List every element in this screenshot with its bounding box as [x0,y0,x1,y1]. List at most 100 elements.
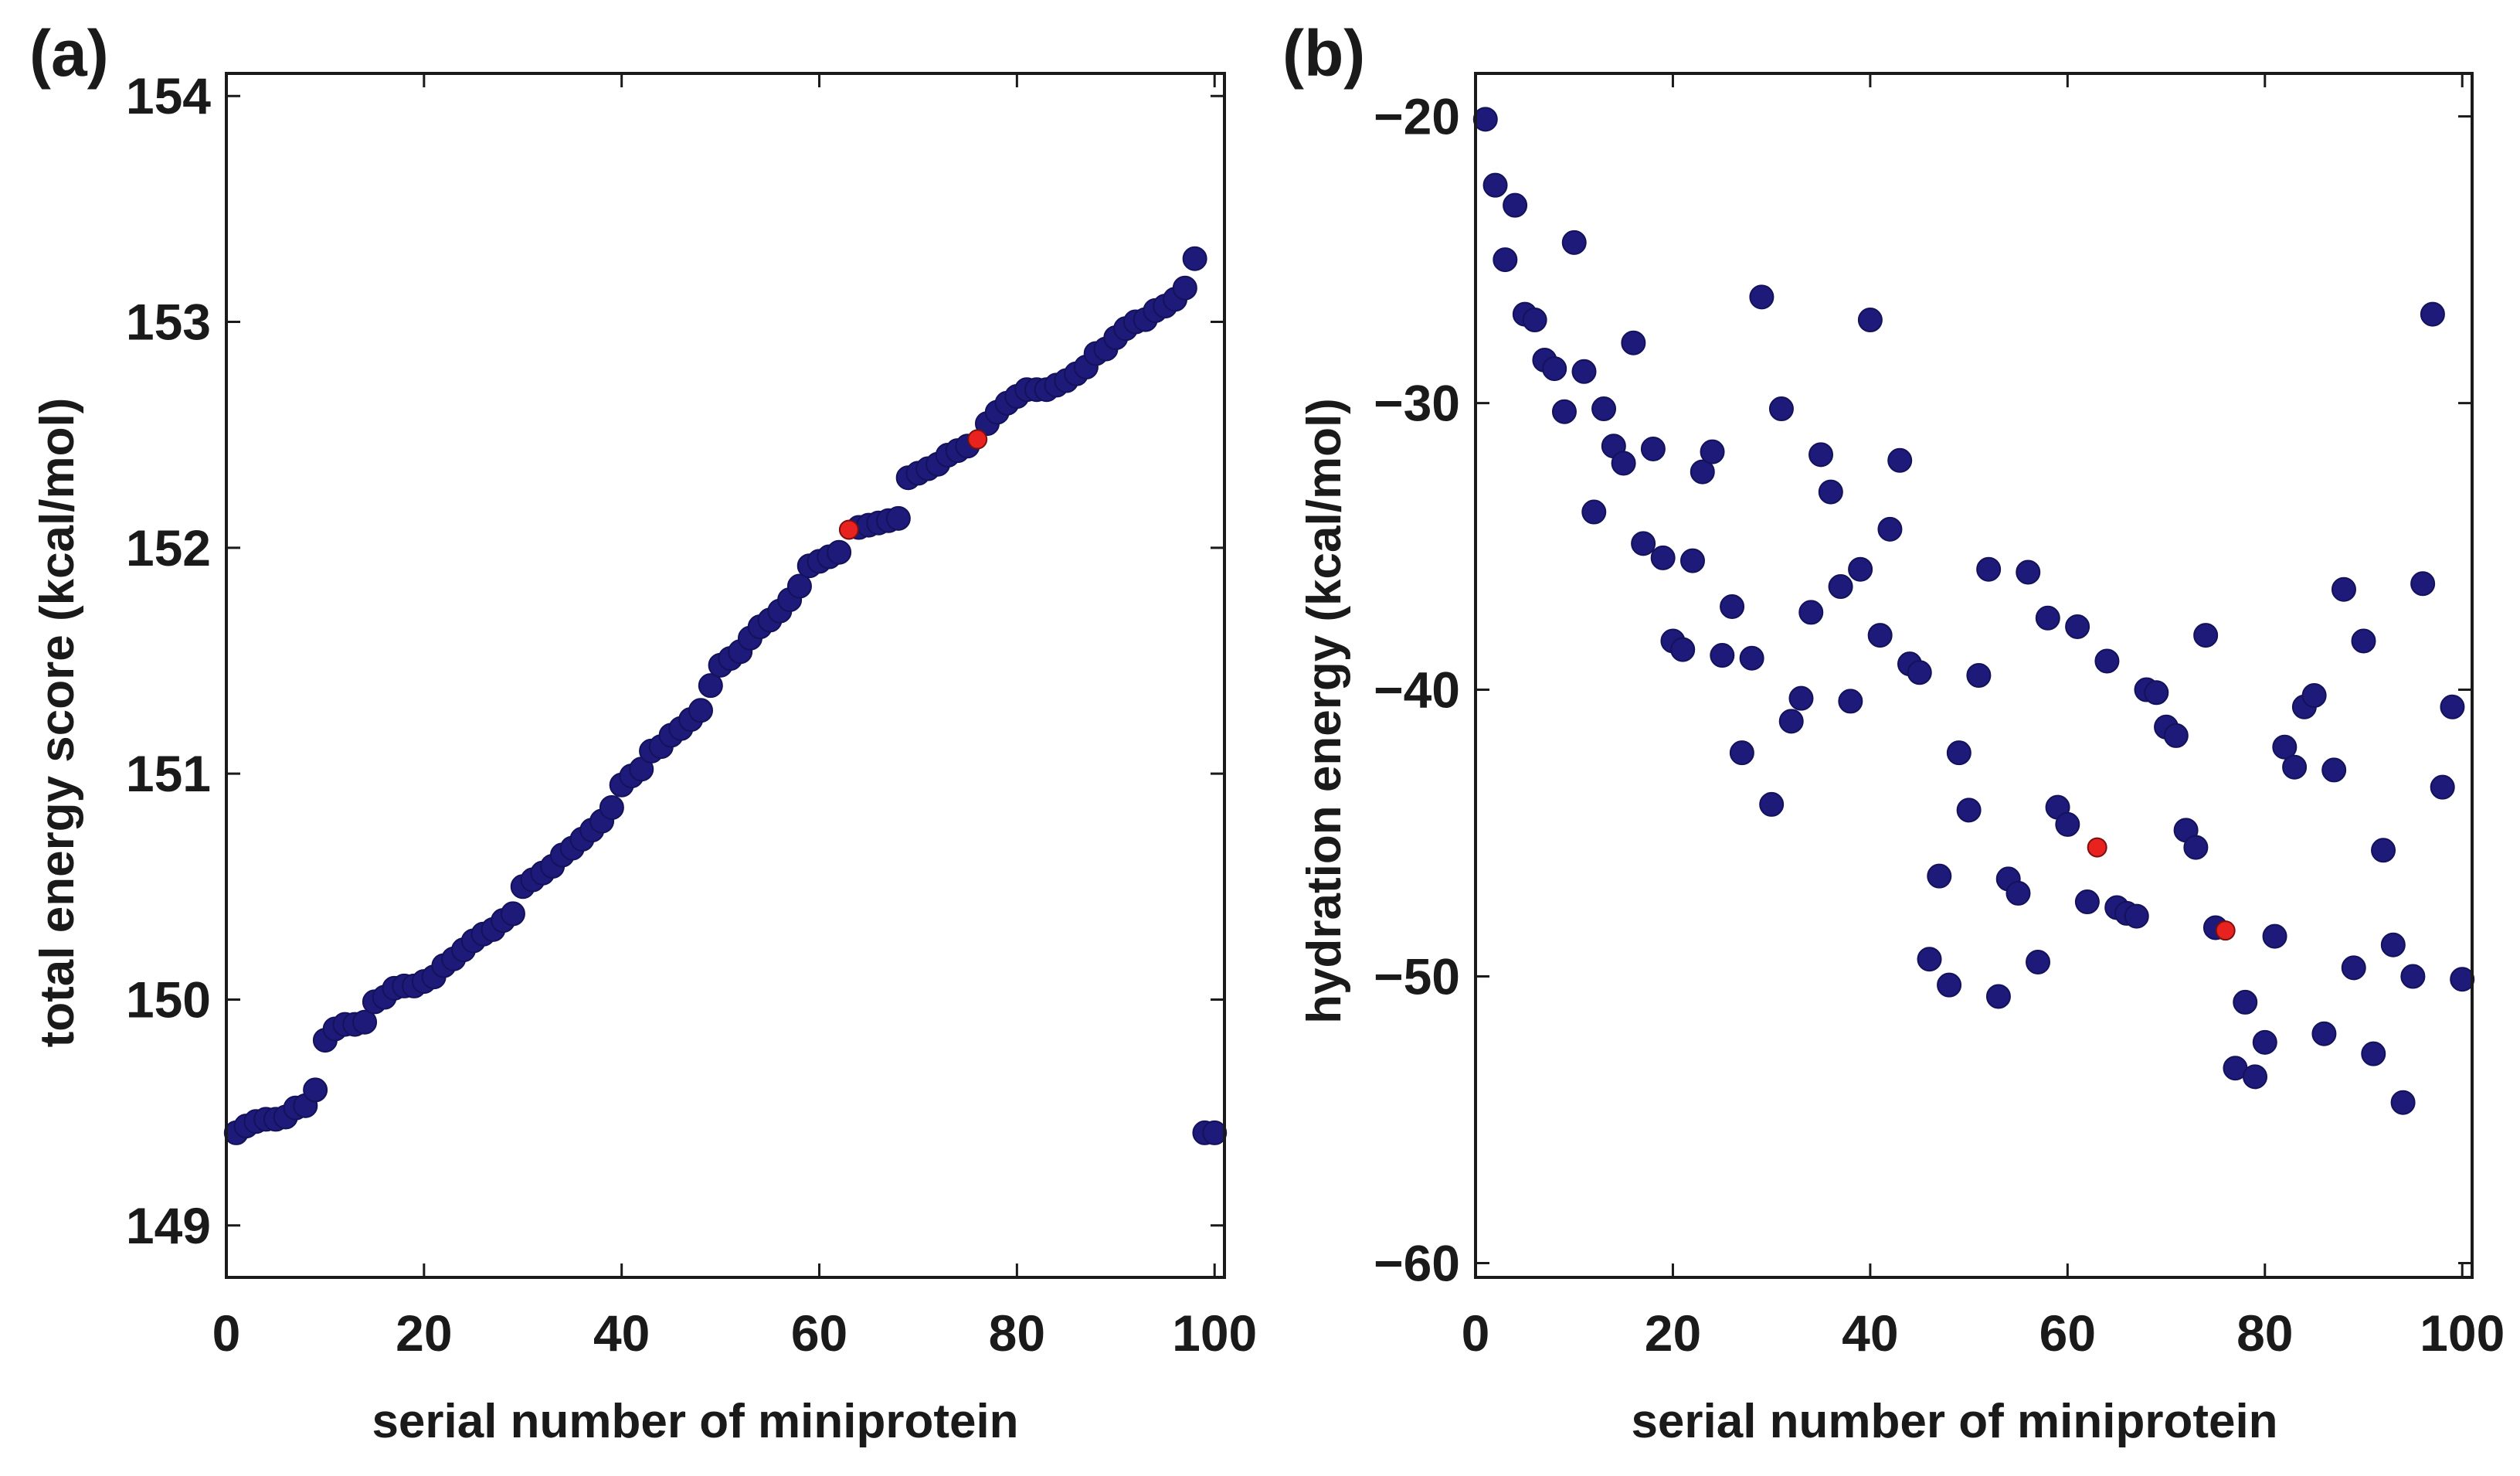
x-tick-label: 20 [1645,1304,1701,1362]
data-point [1798,600,1824,625]
data-point [1778,709,1804,734]
data-point [2430,774,2455,800]
data-point [1650,545,1676,570]
data-point [2450,967,2475,992]
data-point [1768,396,1794,422]
panel-b-xlabel: serial number of miniprotein [1631,1395,2277,1448]
data-point [1917,947,1942,972]
y-tick-label: −20 [1374,88,1460,145]
panel-b-label: (b) [1282,17,1365,90]
data-point [2351,628,2376,654]
data-point [2282,754,2308,780]
data-point [1976,556,2002,582]
data-point [599,795,624,820]
data-point [698,673,723,699]
data-point [885,505,911,531]
y-tick-label: −50 [1374,948,1460,1005]
y-tick-label: −40 [1374,661,1460,719]
data-point [2233,989,2258,1015]
data-point [1621,330,1646,355]
data-point [1503,192,1528,218]
panel-b-points [1472,107,2475,1115]
x-tick-label: 0 [1462,1304,1490,1362]
panel-b: (b) serial number of miniprotein hydrati… [1282,17,2505,1448]
highlighted-point [838,519,859,540]
data-point [352,1009,378,1035]
panel-a-label: (a) [29,17,109,90]
data-point [2341,955,2366,981]
data-point [1838,689,1863,714]
data-point [1542,356,1567,382]
highlighted-point [2087,837,2107,858]
data-point [1561,230,1587,255]
data-point [1788,685,1814,711]
data-point [2055,811,2080,837]
data-point [2262,923,2287,949]
data-point [2272,734,2298,760]
data-point [1182,246,1207,271]
data-point [1808,442,1834,468]
data-point [786,573,812,599]
panel-b-ticks: 0 20 40 60 80 100 −20 −30 −40 −50 −60 [1374,73,2505,1362]
data-point [1700,439,1725,464]
data-point [303,1077,328,1103]
panel-a-frame [225,72,1226,1279]
data-point [1631,531,1656,556]
data-point [1956,798,1982,823]
data-point [1670,637,1696,662]
x-tick-label: 40 [593,1304,650,1362]
data-point [2026,949,2051,974]
data-point [1710,643,1735,668]
data-point [2065,614,2090,639]
x-tick-label: 60 [791,1304,847,1362]
x-tick-label: 0 [212,1304,241,1362]
data-point [1690,459,1715,485]
panel-a-xlabel: serial number of miniprotein [372,1395,1018,1448]
data-point [500,901,525,927]
x-tick-label: 40 [1842,1304,1898,1362]
data-point [2252,1029,2277,1055]
data-point [1877,516,1903,542]
data-point [1679,548,1705,573]
data-point [1818,479,1843,505]
data-point [827,539,852,565]
y-tick-label: 152 [126,519,211,576]
data-point [2035,605,2060,631]
x-tick-label: 100 [1172,1304,1257,1362]
y-tick-label: 153 [126,294,211,351]
data-point [2243,1064,2268,1090]
data-point [1202,1120,1228,1145]
data-point [1946,740,1972,766]
data-point [2016,559,2041,585]
data-point [1739,645,1764,671]
data-point [1551,399,1577,424]
y-tick-label: 154 [126,67,211,124]
data-point [2183,835,2209,860]
x-tick-label: 100 [2420,1304,2505,1362]
x-tick-label: 80 [2236,1304,2293,1362]
y-tick-label: −30 [1374,375,1460,432]
data-point [1172,275,1197,301]
data-point [2440,694,2465,719]
data-point [1848,556,1873,582]
data-point [1729,740,1754,766]
data-point [1720,593,1745,619]
data-point [1749,284,1775,310]
data-point [1611,451,1636,476]
data-point [2124,903,2149,929]
data-point [2193,623,2219,648]
data-point [2301,682,2327,708]
data-point [1482,172,1508,198]
data-point [2321,757,2347,783]
data-point [1759,791,1785,817]
data-point [1493,247,1518,273]
data-point [1857,308,1883,333]
data-point [1907,660,1932,685]
data-point [1581,499,1607,525]
data-point [2005,880,2031,906]
data-point [1472,107,1498,132]
data-point [1867,623,1893,648]
data-point [1828,574,1853,600]
data-point [1937,972,1962,998]
data-point [2380,932,2406,957]
